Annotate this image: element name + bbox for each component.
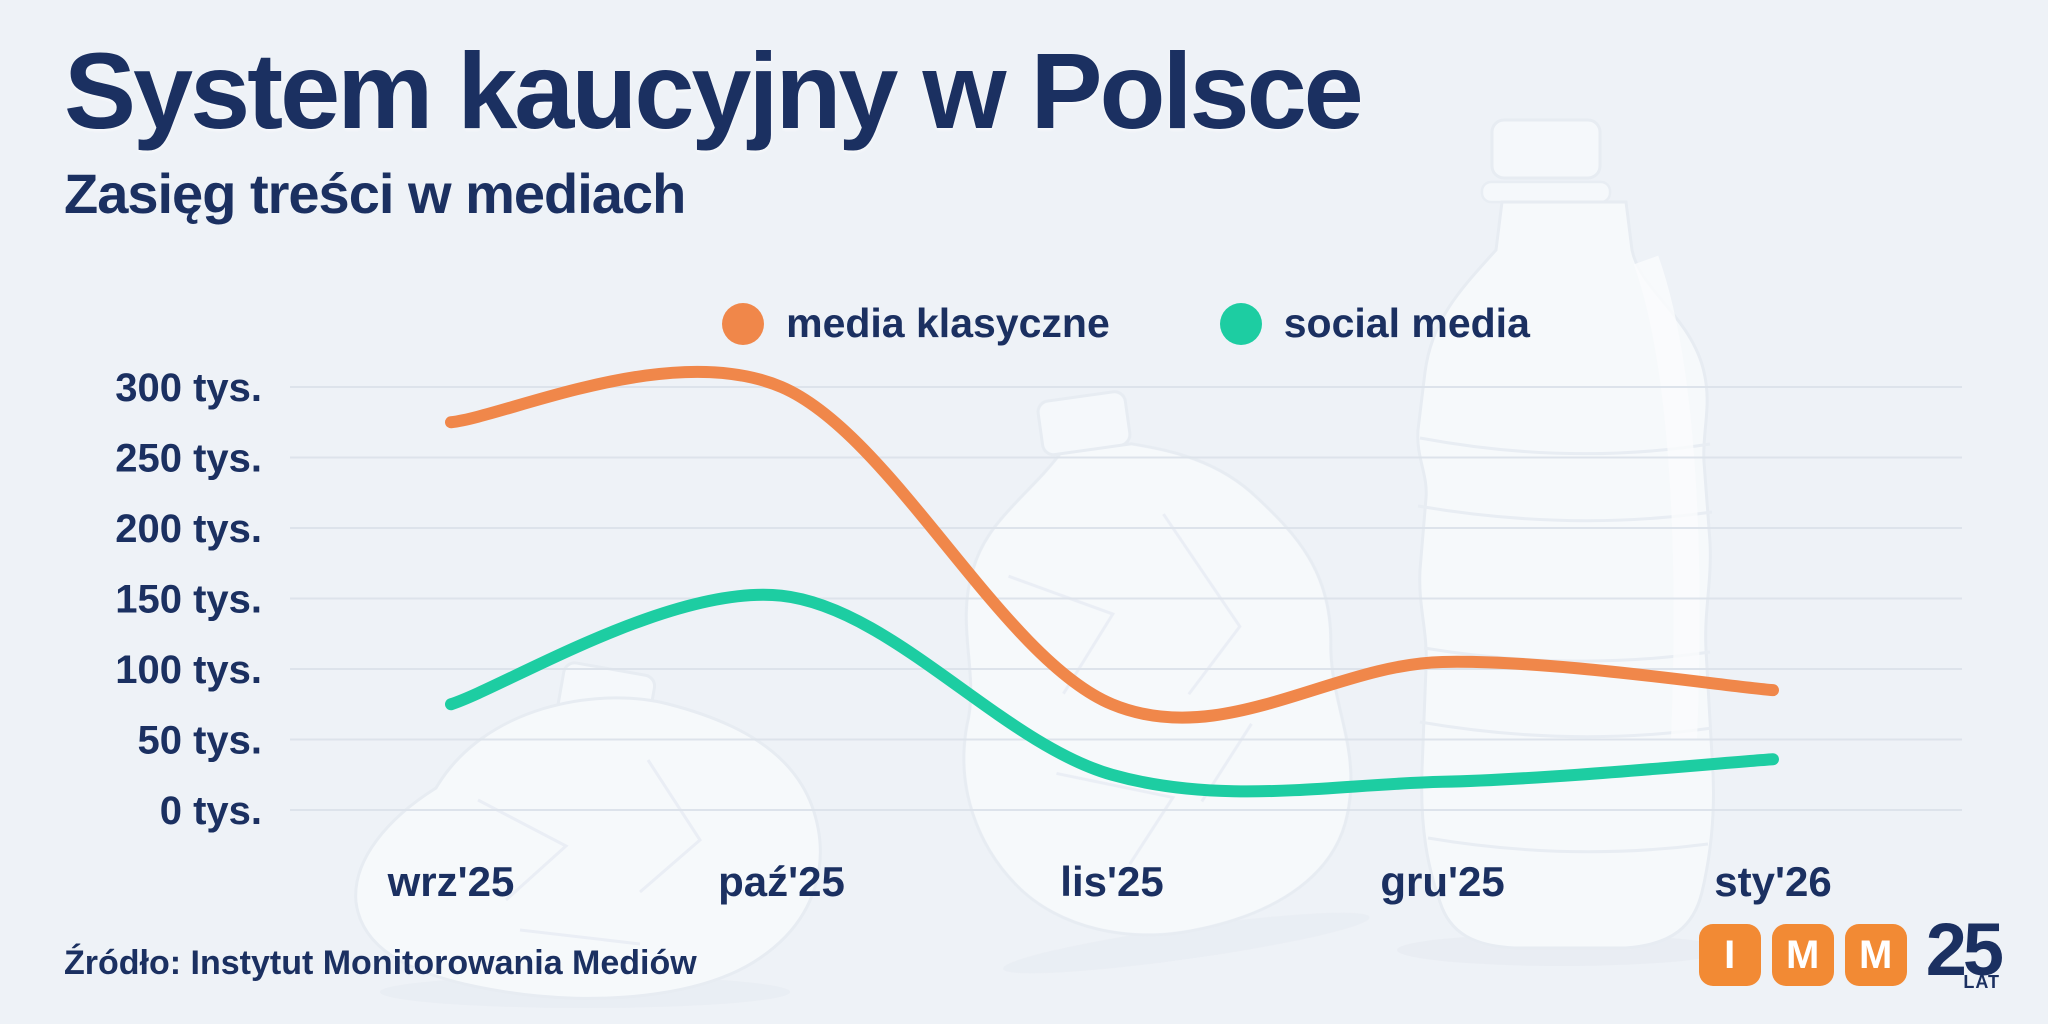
- legend-label: media klasyczne: [786, 300, 1110, 346]
- bottle-crumpled-center-icon: [962, 390, 1370, 974]
- x-tick-label: wrz'25: [387, 858, 515, 905]
- y-tick-label: 0 tys.: [160, 789, 262, 833]
- y-tick-label: 250 tys.: [115, 437, 262, 481]
- bottle-upright-icon: [1397, 118, 1727, 966]
- x-tick-label: sty'26: [1714, 858, 1831, 905]
- logo-years: 25 LAT: [1925, 908, 2004, 992]
- series-line-media-klasyczne: [445, 365, 1779, 724]
- logo-tile-i: I: [1698, 924, 1761, 986]
- legend-item-social-media: social media: [1219, 300, 1530, 347]
- legend-dot-teal-icon: [1219, 302, 1262, 345]
- legend-item-media-klasyczne: media klasyczne: [722, 300, 1110, 347]
- y-tick-label: 200 tys.: [115, 507, 262, 551]
- logo-lat-text: LAT: [1963, 972, 2000, 992]
- imm-logo: I M M 25 LAT: [1698, 908, 2004, 992]
- chart-legend: media klasyczne social media: [290, 300, 1962, 347]
- legend-label: social media: [1283, 300, 1530, 346]
- legend-dot-orange-icon: [722, 302, 765, 345]
- logo-25-text: 25: [1925, 908, 2004, 991]
- y-tick-label: 300 tys.: [115, 366, 262, 410]
- logo-tile-m2: M: [1844, 924, 1907, 986]
- page-subtitle: Zasięg treści w mediach: [64, 162, 686, 226]
- logo-tile-m1: M: [1771, 924, 1834, 986]
- header: System kaucyjny w Polsce Zasięg treści w…: [64, 30, 1364, 226]
- page-title: System kaucyjny w Polsce: [64, 30, 1364, 151]
- x-tick-label: paź'25: [718, 858, 845, 905]
- bottle-crushed-left-icon: [354, 661, 822, 1008]
- x-tick-label: lis'25: [1060, 858, 1163, 905]
- y-tick-label: 150 tys.: [115, 578, 262, 622]
- x-tick-label: gru'25: [1380, 858, 1504, 905]
- y-tick-label: 100 tys.: [115, 648, 262, 692]
- series-line-social-media: [445, 588, 1779, 798]
- y-tick-label: 50 tys.: [137, 719, 262, 763]
- source-note: Źródło: Instytut Monitorowania Mediów: [64, 944, 697, 982]
